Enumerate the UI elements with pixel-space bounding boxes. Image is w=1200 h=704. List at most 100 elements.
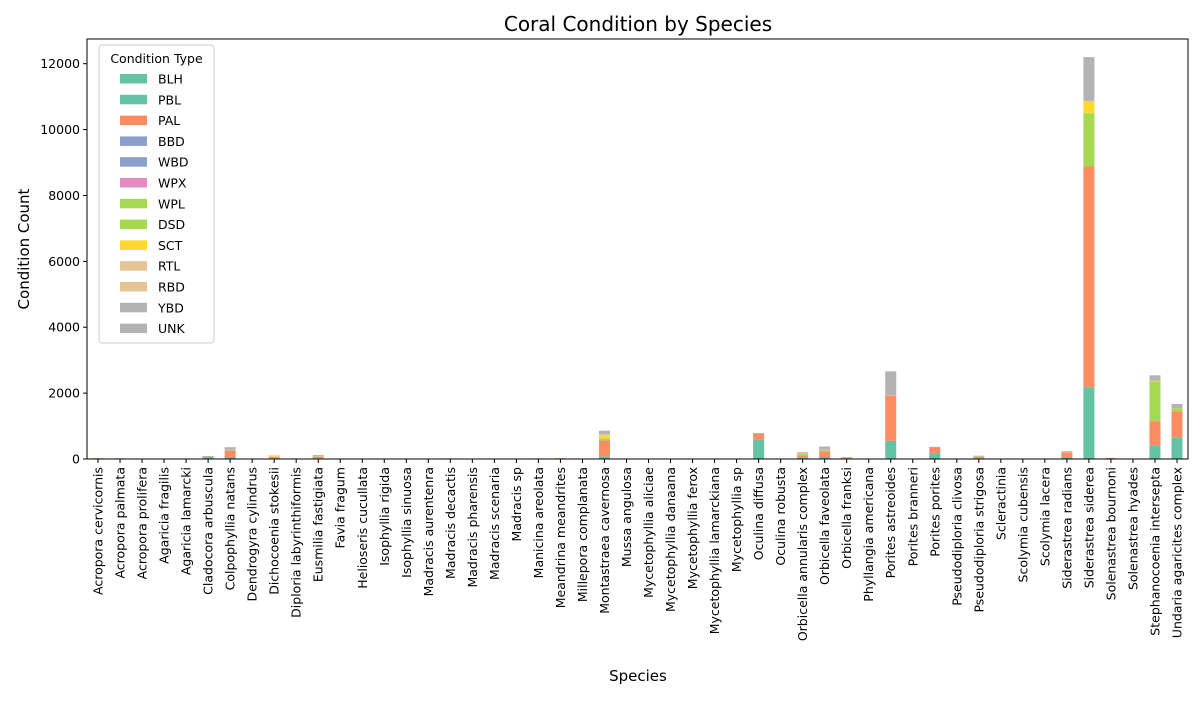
bar-segment-sct bbox=[1149, 380, 1161, 382]
x-tick-label: Phyllangia americana bbox=[861, 467, 876, 602]
bar-segment-pbl bbox=[224, 457, 236, 459]
bar-segment-pal bbox=[819, 451, 831, 458]
bar-segment-pal bbox=[312, 456, 324, 459]
bar-segment-rbd bbox=[753, 433, 765, 434]
bar-segment-unk bbox=[929, 446, 941, 448]
legend-swatch-rtl bbox=[120, 261, 147, 271]
legend-label-sct: SCT bbox=[158, 238, 183, 253]
bar-segment-pal bbox=[1171, 411, 1183, 438]
bar-segment-pbl bbox=[202, 456, 214, 459]
legend-swatch-rbd bbox=[120, 282, 147, 292]
chart-title: Coral Condition by Species bbox=[504, 12, 772, 36]
bar-segment-dsd bbox=[819, 450, 831, 452]
bar-segment-rbd bbox=[797, 452, 809, 454]
bar-segment-pbl bbox=[1083, 387, 1095, 459]
plot-frame bbox=[86, 38, 1189, 460]
x-tick-label: Cladocora arbuscula bbox=[201, 467, 216, 595]
x-tick-label: Pseudodiploria clivosa bbox=[949, 467, 964, 606]
legend-label-wbd: WBD bbox=[158, 155, 189, 170]
bar-segment-dsd bbox=[1149, 381, 1161, 422]
y-tick-label: 4000 bbox=[48, 320, 80, 335]
legend-title: Condition Type bbox=[110, 51, 203, 66]
bar-segment-unk bbox=[1171, 403, 1183, 408]
legend-label-wpl: WPL bbox=[158, 196, 185, 211]
y-tick-label: 12000 bbox=[40, 56, 80, 71]
x-tick-label: Agaricia fragilis bbox=[157, 467, 172, 564]
bar-segment-pbl bbox=[929, 453, 941, 459]
x-axis-label: Species bbox=[609, 667, 667, 685]
x-tick-label: Scleractinia bbox=[993, 467, 1008, 540]
legend-label-unk: UNK bbox=[158, 321, 185, 336]
x-tick-label: Scolymia cubensis bbox=[1015, 467, 1030, 582]
bar-segment-unk bbox=[885, 371, 897, 396]
bar-segment-pal bbox=[929, 447, 941, 454]
legend-swatch-wpl bbox=[120, 198, 147, 209]
x-tick-label: Mycetophyllia lamarckiana bbox=[707, 467, 722, 634]
bar-segment-sct bbox=[598, 434, 610, 439]
bar-segment-rbd bbox=[598, 434, 610, 435]
x-tick-label: Mycetophyllia sp bbox=[729, 467, 744, 572]
legend-label-wpx: WPX bbox=[158, 176, 187, 191]
bar-segment-rbd bbox=[841, 457, 853, 458]
bar-segment-pal bbox=[1149, 421, 1161, 446]
x-tick-label: Porites branneri bbox=[905, 467, 920, 566]
x-tick-label: Isophyllia sinuosa bbox=[399, 467, 414, 578]
bar-segment-sct bbox=[268, 456, 280, 457]
x-tick-label: Manicina areolata bbox=[531, 467, 546, 578]
bar-segment-unk bbox=[973, 455, 985, 457]
x-tick-label: Eusmilia fastigiata bbox=[311, 467, 326, 582]
x-tick-label: Meandrina meandrites bbox=[553, 467, 568, 608]
x-tick-label: Siderastrea radians bbox=[1059, 467, 1074, 589]
x-tick-label: Oculina robusta bbox=[773, 467, 788, 566]
x-tick-label: Madracis pharensis bbox=[465, 467, 480, 588]
bar-segment-dsd bbox=[1083, 113, 1095, 167]
bar-segment-pal bbox=[1083, 166, 1095, 388]
legend-label-dsd: DSD bbox=[158, 217, 185, 232]
legend-swatch-dsd bbox=[120, 219, 147, 230]
y-axis-label: Condition Count bbox=[15, 188, 33, 309]
x-tick-label: Solenastrea hyades bbox=[1125, 467, 1140, 590]
x-tick-label: Orbicella franksi bbox=[839, 467, 854, 569]
bar-segment-rbd bbox=[268, 455, 280, 457]
bar-segment-sct bbox=[1083, 100, 1095, 114]
bar-segment-dsd bbox=[1171, 408, 1183, 412]
x-tick-label: Madracis aurentenra bbox=[421, 467, 436, 596]
bar-segment-rbd bbox=[1171, 407, 1183, 409]
bar-segment-pal bbox=[1061, 452, 1073, 458]
bar-segment-rbd bbox=[554, 458, 566, 459]
bar-segment-pbl bbox=[753, 439, 765, 459]
bar-segment-pal bbox=[224, 450, 236, 458]
x-tick-label: Scolymia lacera bbox=[1037, 467, 1052, 566]
x-tick-label: Porites astreoides bbox=[883, 467, 898, 578]
legend-box bbox=[98, 44, 215, 344]
bar-segment-unk bbox=[819, 446, 831, 450]
x-tick-label: Acropora prolifera bbox=[135, 467, 150, 579]
x-tick-label: Diploria labyrinthiformis bbox=[289, 467, 304, 618]
x-tick-label: Orbicella annularis complex bbox=[795, 467, 810, 641]
legend-swatch-bbd bbox=[120, 136, 147, 146]
y-tick-label: 6000 bbox=[48, 254, 80, 269]
bar-segment-pbl bbox=[1061, 457, 1073, 459]
bar-segment-rbd bbox=[885, 395, 897, 396]
y-tick-label: 10000 bbox=[40, 122, 80, 137]
x-tick-label: Orbicella faveolata bbox=[817, 467, 832, 585]
bar-segment-rbd bbox=[312, 456, 324, 457]
x-tick-label: Agaricia lamarcki bbox=[179, 467, 194, 575]
legend-swatch-wbd bbox=[120, 157, 147, 167]
legend-label-bbd: BBD bbox=[158, 134, 185, 149]
x-tick-label: Mycetophyllia danaana bbox=[663, 467, 678, 612]
x-tick-label: Acropora cervicornis bbox=[91, 467, 106, 595]
x-tick-label: Stephanocoenia intersepta bbox=[1147, 467, 1162, 636]
x-tick-label: Helioseris cucullata bbox=[355, 467, 370, 589]
bar-segment-pal bbox=[1105, 458, 1117, 459]
bar-segment-rbd bbox=[92, 458, 104, 459]
x-tick-label: Pseudodiploria strigosa bbox=[971, 467, 986, 613]
bar-segment-rbd bbox=[224, 449, 236, 451]
x-tick-label: Montastraea cavernosa bbox=[597, 467, 612, 614]
y-tick-label: 8000 bbox=[48, 188, 80, 203]
bar-segment-dsd bbox=[268, 456, 280, 458]
bar-segment-pbl bbox=[819, 457, 831, 459]
bar-segment-rbd bbox=[973, 456, 985, 458]
x-tick-label: Mussa angulosa bbox=[619, 467, 634, 567]
